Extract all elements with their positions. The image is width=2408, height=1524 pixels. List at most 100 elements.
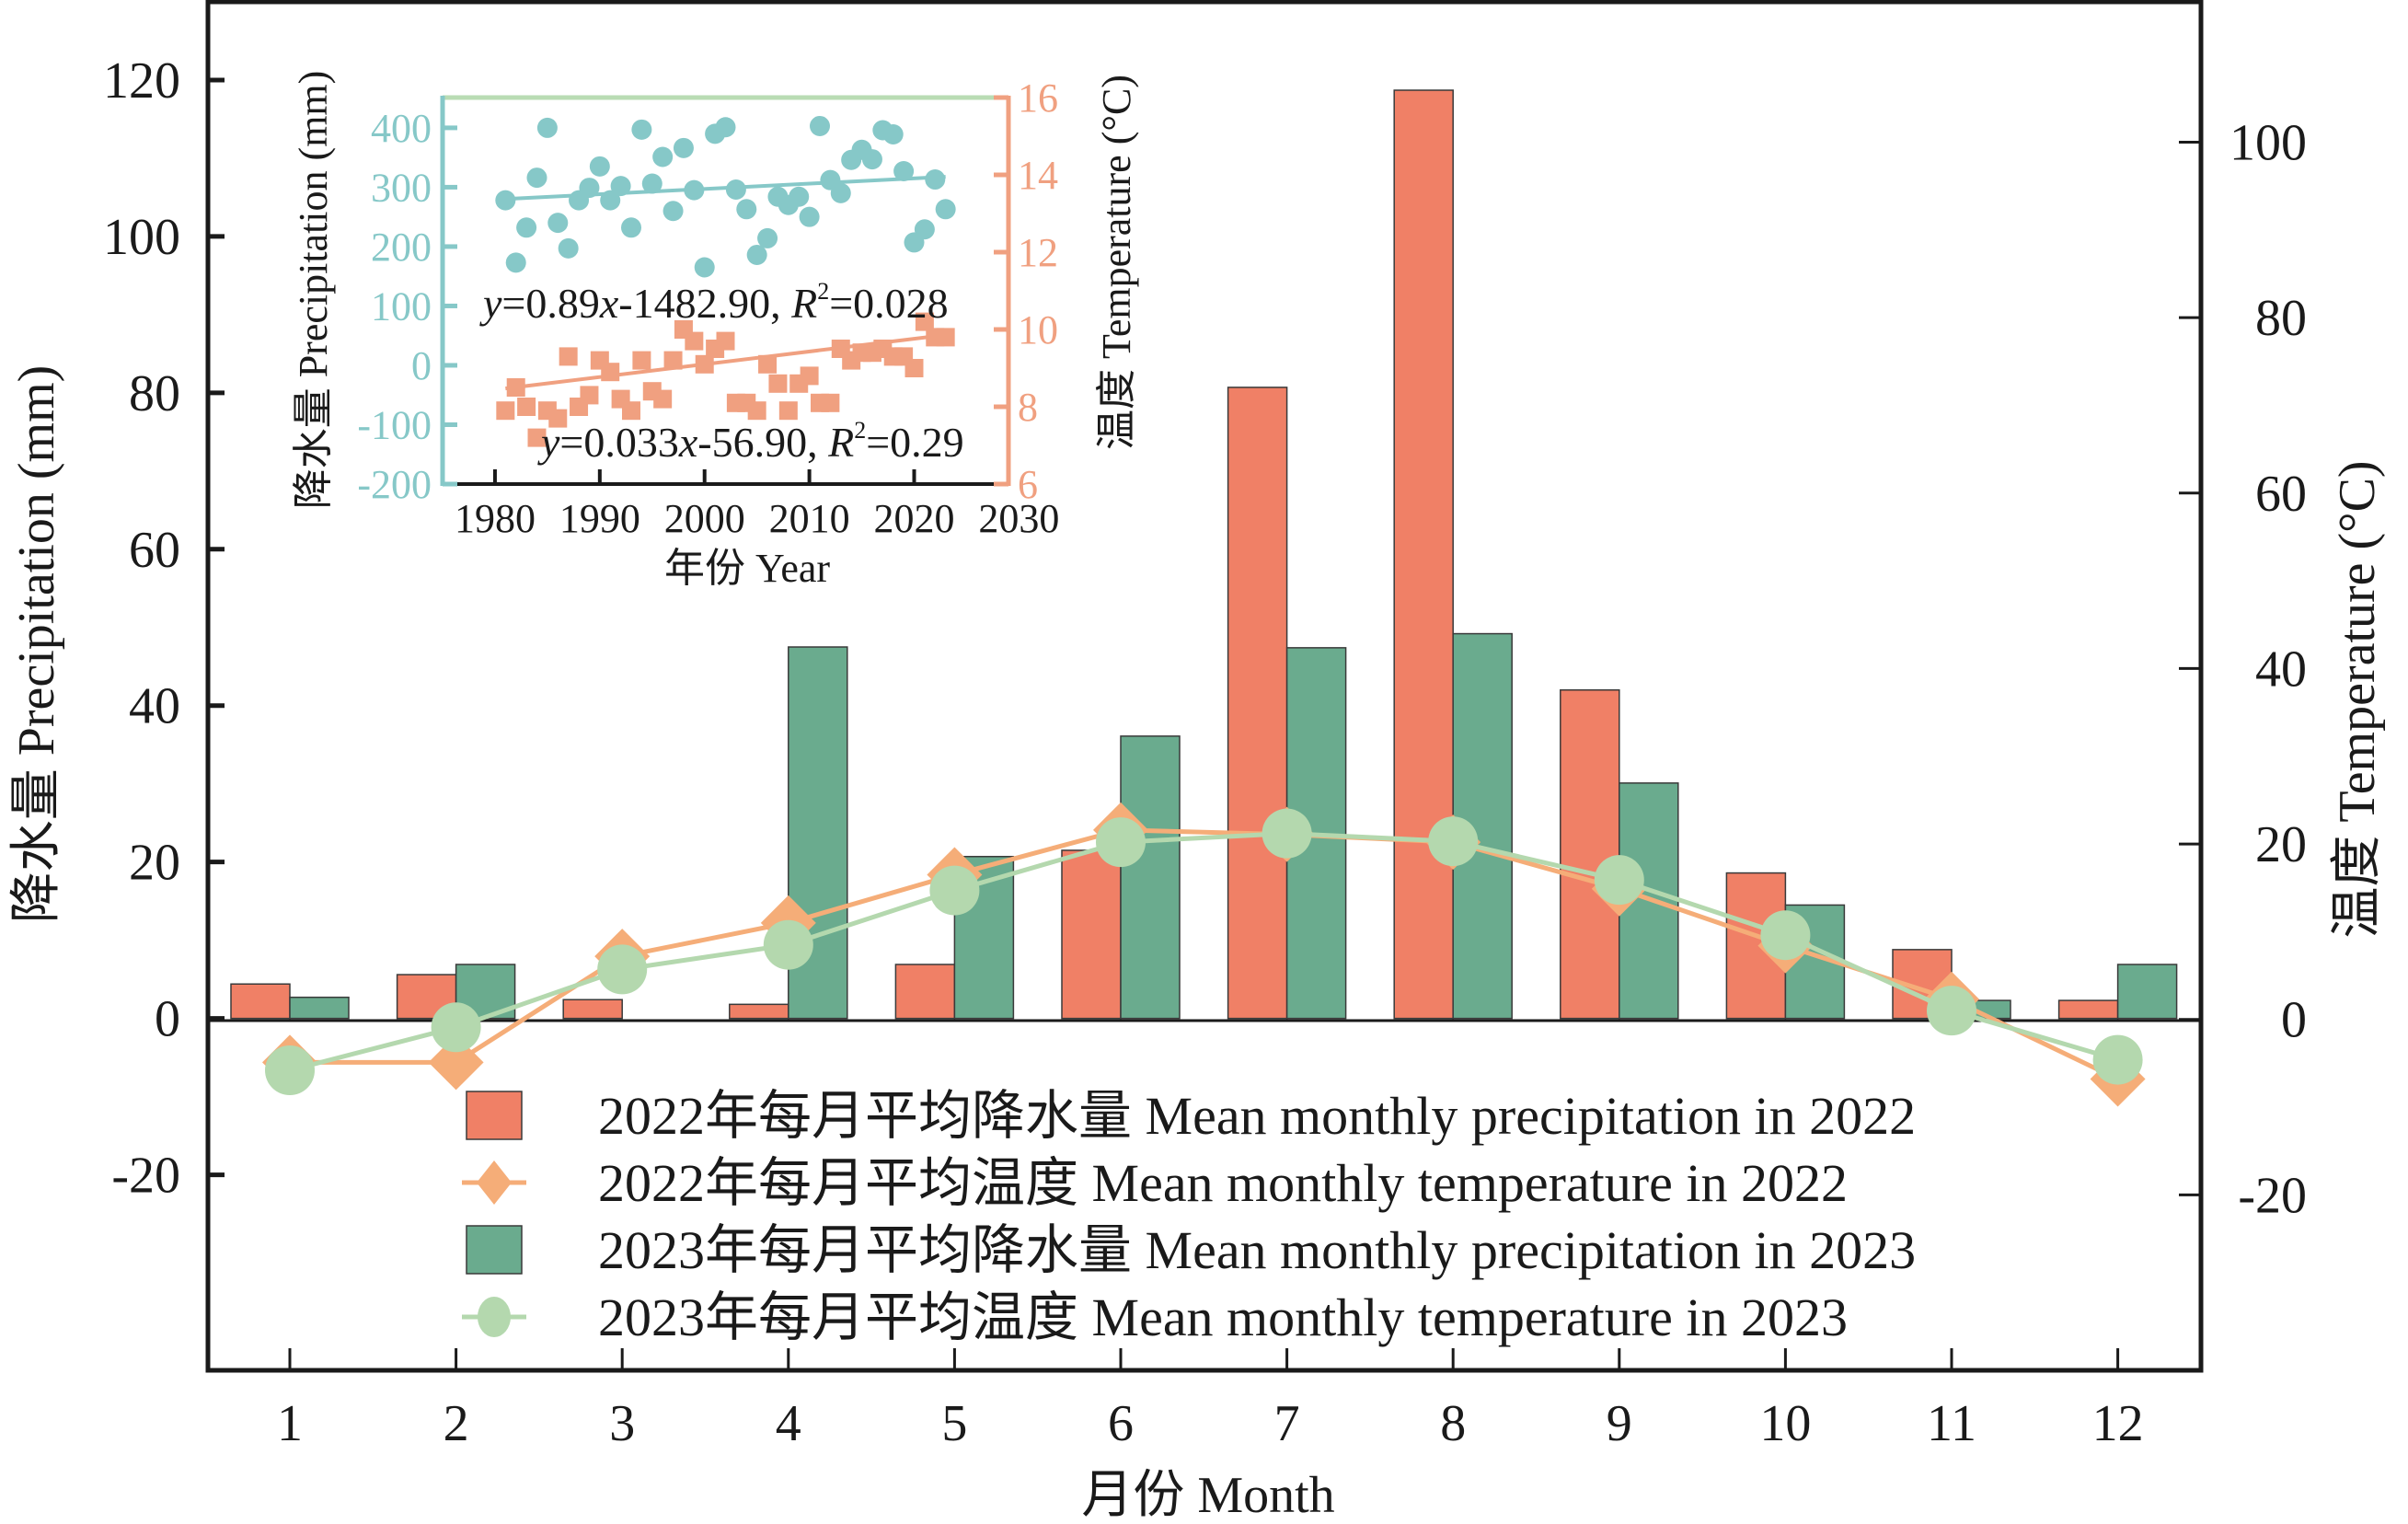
right-tick-label: 60 <box>2255 466 2307 523</box>
inset-precip-point <box>631 119 652 140</box>
inset-precip-point <box>652 146 674 167</box>
temp-trend-equation: y=0.033x-56.90, R2=0.29 <box>537 417 964 466</box>
inset-right-tick-label: 10 <box>1018 307 1058 352</box>
inset-left-tick-label: -100 <box>357 402 432 447</box>
inset-temp-point <box>517 398 536 416</box>
inset-left-tick-label: 0 <box>411 343 432 388</box>
inset-precip-point <box>810 115 830 136</box>
inset-right-tick-label: 6 <box>1018 462 1038 507</box>
inset-precip-point <box>505 252 526 273</box>
inset-precip-point <box>725 179 746 200</box>
inset-temp-point <box>653 389 673 409</box>
eq-y: y <box>479 280 502 327</box>
eq-intercept: -1482.90, <box>618 280 791 327</box>
main-temperature-lines <box>262 802 2146 1107</box>
x-axis-title: 月份 Month <box>1081 1467 1334 1524</box>
temp-2023-marker-month-8 <box>1428 816 1479 867</box>
eq-r2: =0.29 <box>866 419 963 466</box>
x-tick-label: 5 <box>941 1395 967 1452</box>
inset-precip-point <box>925 169 946 190</box>
inset-chart: -200 -100 0 100 200 300 400 6 8 10 12 14 16 1980 1990 2… <box>357 75 1059 541</box>
inset-precip-point <box>736 199 757 220</box>
temp-2023-marker-month-3 <box>597 944 648 995</box>
inset-temp-point <box>768 374 788 393</box>
inset-precip-point <box>558 237 579 259</box>
inset-temp-point <box>622 401 640 421</box>
inset-precip-point <box>662 201 684 222</box>
bar-2023-month-1 <box>289 996 350 1020</box>
inset-right-tick-label: 14 <box>1018 153 1058 198</box>
bar-2022-month-6 <box>1061 849 1122 1020</box>
inset-temp-point <box>496 401 515 421</box>
inset-temp-point <box>559 347 578 366</box>
bar-2022-month-12 <box>2057 999 2119 1020</box>
right-tick-label: 80 <box>2255 290 2307 347</box>
inset-x-tick-label: 2030 <box>978 496 1059 541</box>
x-tick-label: 9 <box>1607 1395 1632 1452</box>
right-tick-label: 0 <box>2281 992 2307 1049</box>
bar-2022-month-7 <box>1227 387 1288 1020</box>
bar-2023-month-6 <box>1120 735 1181 1020</box>
inset-temp-point <box>936 328 955 347</box>
inset-precip-point <box>799 206 820 227</box>
bar-2022-month-4 <box>729 1003 789 1020</box>
inset-temp-point <box>915 312 934 331</box>
eq-sup: 2 <box>854 417 866 444</box>
inset-precip-point <box>684 179 705 201</box>
inset-precip-point <box>914 219 935 240</box>
right-tick-label: 100 <box>2229 115 2307 172</box>
bar-2022-month-1 <box>230 983 291 1020</box>
inset-precip-point <box>673 137 694 158</box>
x-tick-label: 10 <box>1759 1395 1811 1452</box>
inset-temp-point <box>506 378 525 397</box>
inset-precip-point <box>882 124 904 144</box>
x-tick-label: 7 <box>1274 1395 1300 1452</box>
eq-intercept: -56.90, <box>697 419 828 466</box>
inset-x-tick-label: 2020 <box>874 496 955 541</box>
x-tick-label: 8 <box>1440 1395 1466 1452</box>
inset-left-tick-label: -200 <box>357 462 432 507</box>
left-tick-label: 0 <box>155 991 180 1048</box>
inset-precip-point <box>589 156 610 177</box>
inset-precip-point <box>694 257 715 278</box>
legend: 2022年每月平均降水量 Mean monthly precipitation … <box>462 1086 1916 1347</box>
right-tick-label: -20 <box>2238 1167 2307 1224</box>
main-plot-frame <box>205 0 2204 1373</box>
eq-coef: =0.033 <box>559 419 678 466</box>
inset-precip-point <box>600 190 621 211</box>
bar-2023-month-12 <box>2116 964 2178 1020</box>
inset-x-tick-label: 2010 <box>769 496 850 541</box>
inset-temp-point <box>548 409 568 428</box>
inset-temp-point <box>685 331 704 351</box>
inset-precip-point <box>641 173 662 194</box>
temp-2023-marker-month-5 <box>929 865 980 916</box>
inset-precip-point <box>757 227 778 248</box>
inset-precip-point <box>789 186 810 207</box>
eq-r2: =0.028 <box>829 280 948 327</box>
right-tick-label: 20 <box>2255 816 2307 873</box>
inset-temp-point <box>747 401 766 421</box>
precip-trend-equation: y=0.89x-1482.90, R2=0.028 <box>479 278 949 327</box>
temp-2023-marker-month-1 <box>265 1045 315 1096</box>
bar-2022-month-8 <box>1393 89 1454 1020</box>
bar-2022-month-9 <box>1560 688 1620 1020</box>
temp-2023-marker-month-4 <box>763 919 813 970</box>
inset-temp-point <box>716 331 735 351</box>
temp-2023-marker-month-2 <box>431 1002 481 1053</box>
x-tick-label: 3 <box>609 1395 635 1452</box>
legend-label: 2022年每月平均降水量 Mean monthly precipitation … <box>598 1086 1916 1146</box>
left-tick-label: 40 <box>129 678 180 735</box>
left-tick-label: 100 <box>103 209 180 266</box>
inset-precip-point <box>746 244 767 265</box>
inset-x-axis-title: 年份 Year <box>664 546 830 591</box>
inset-temp-point <box>778 401 798 421</box>
inset-temp-point <box>632 351 651 370</box>
inset-precip-point <box>579 178 600 199</box>
x-tick-label: 4 <box>776 1395 801 1452</box>
inset-right-tick-label: 12 <box>1018 230 1058 275</box>
inset-temp-point <box>904 359 924 377</box>
legend-swatch-bar <box>466 1091 523 1140</box>
inset-right-tick-label: 8 <box>1018 385 1038 430</box>
